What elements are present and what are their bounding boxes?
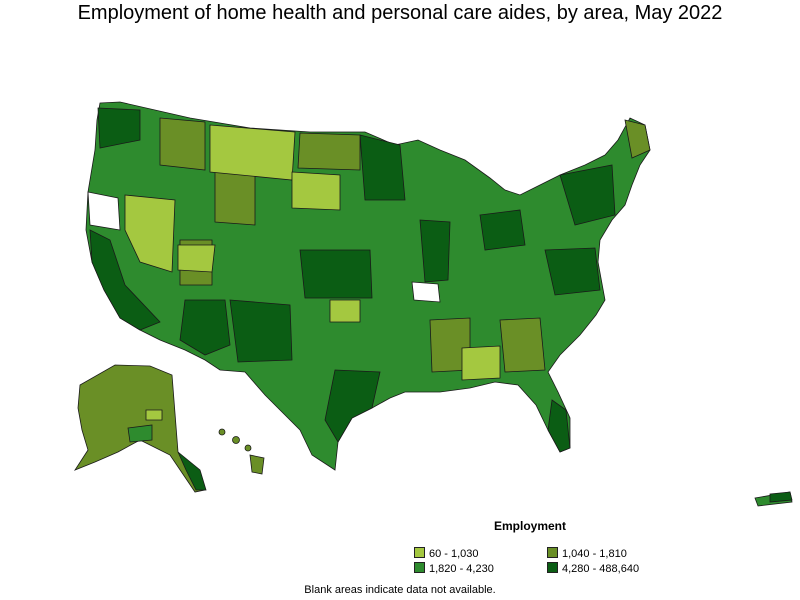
hawaii-island-oahu	[232, 436, 240, 444]
region-nevada	[124, 194, 176, 273]
region-georgia	[499, 317, 546, 373]
region-no-data-oregon	[87, 191, 121, 231]
legend-swatch-3	[414, 562, 425, 573]
region-colorado-west	[177, 244, 216, 273]
region-kansas	[299, 249, 373, 299]
legend-label-2: 1,040 - 1,810	[562, 548, 627, 560]
region-alabama	[461, 345, 501, 381]
alaska-panhandle	[177, 451, 207, 491]
puerto-rico	[754, 491, 793, 507]
footnote: Blank areas indicate data not available.	[304, 584, 496, 596]
hawaii-island-kauai	[218, 428, 226, 436]
alaska-region-anchorage	[127, 424, 153, 443]
legend-item-2: 1,040 - 1,810	[547, 547, 627, 560]
alaska-region-fairbanks	[145, 409, 163, 421]
legend-item-1: 60 - 1,030	[414, 547, 479, 560]
us-employment-map	[73, 101, 793, 507]
legend-item-4: 4,280 - 488,640	[547, 562, 639, 575]
legend-item-3: 1,820 - 4,230	[414, 562, 494, 575]
region-washington-coast	[97, 107, 141, 149]
region-montana-east	[209, 124, 296, 181]
hawaii-island-maui	[244, 444, 252, 452]
legend-label-3: 1,820 - 4,230	[429, 563, 494, 575]
region-northeast	[559, 164, 616, 226]
legend-label-4: 4,280 - 488,640	[562, 563, 640, 575]
legend-swatch-2	[547, 547, 558, 558]
region-arizona	[179, 299, 231, 356]
legend-swatch-1	[414, 547, 425, 558]
region-illinois	[419, 219, 451, 283]
alaska	[73, 364, 207, 493]
region-ohio-valley	[479, 209, 526, 251]
region-north-dakota	[297, 132, 361, 171]
hawaii	[218, 428, 265, 475]
region-montana-west	[159, 117, 206, 171]
hawaii-island-big-island	[249, 454, 265, 475]
puerto-rico-region-san-juan	[769, 491, 793, 503]
region-no-data-missouri	[411, 281, 441, 303]
region-virginia	[544, 247, 601, 296]
contiguous-us	[85, 101, 651, 471]
legend-swatch-4	[547, 562, 558, 573]
region-south-dakota	[291, 171, 341, 211]
region-south-florida	[547, 399, 571, 453]
region-minnesota	[359, 134, 406, 201]
region-oklahoma-east	[329, 299, 361, 323]
legend-label-1: 60 - 1,030	[429, 548, 479, 560]
legend-title: Employment	[494, 519, 567, 533]
region-new-mexico	[229, 299, 293, 363]
region-maine	[624, 119, 651, 159]
map-title: Employment of home health and personal c…	[77, 2, 723, 24]
region-texas-gulf	[324, 369, 381, 443]
region-california-coast	[89, 229, 161, 331]
